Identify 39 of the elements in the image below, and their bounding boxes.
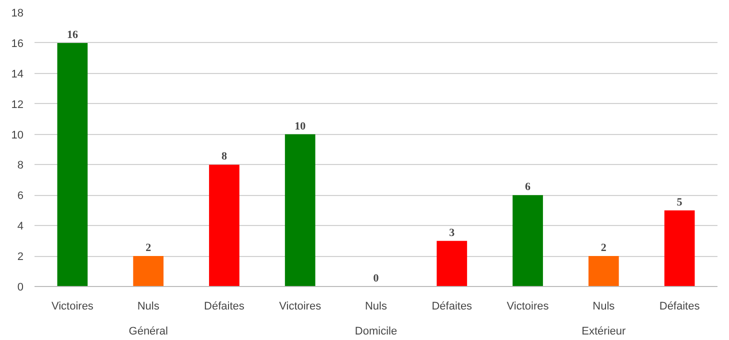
bar — [664, 210, 695, 286]
y-tick-label: 6 — [17, 190, 24, 202]
y-tick-label: 16 — [11, 38, 24, 50]
data-label: 0 — [373, 272, 380, 284]
text: Extérieur — [582, 326, 626, 338]
x-tick-label: Nuls — [137, 300, 160, 312]
bar — [588, 256, 619, 286]
x-tick-label: Nuls — [364, 300, 388, 312]
data-label: 3 — [449, 226, 456, 239]
bar — [209, 164, 240, 286]
x-tick-label: Victoires — [279, 300, 322, 312]
bar — [133, 256, 164, 286]
x-tick-label: Nuls — [592, 300, 616, 312]
bar — [284, 134, 316, 286]
x-tick-label: Victoires — [51, 300, 94, 312]
data-label: 6 — [525, 181, 532, 194]
data-label: 2 — [600, 242, 607, 254]
y-tick-label: 14 — [11, 68, 24, 80]
x-tick-label: Défaites — [659, 300, 700, 312]
text: Domicile — [354, 326, 398, 338]
y-tick-label: 2 — [17, 251, 24, 264]
y-tick-label: 4 — [17, 220, 24, 233]
y-tick-label: 12 — [11, 98, 24, 111]
bar — [57, 42, 88, 286]
y-tick-label: 10 — [11, 129, 24, 142]
data-label: 10 — [294, 120, 306, 132]
bar — [436, 240, 468, 286]
y-tick-label: 0 — [17, 282, 24, 294]
data-label: 5 — [676, 196, 683, 208]
x-tick-label: Défaites — [432, 300, 473, 312]
x-tick-label: Victoires — [506, 300, 550, 312]
x-tick-label: Défaites — [204, 300, 245, 312]
data-label: 2 — [146, 242, 152, 254]
y-tick-label: 8 — [17, 160, 24, 172]
y-tick-label: 18 — [11, 8, 24, 20]
text: Général — [128, 326, 168, 338]
data-label: 16 — [66, 28, 78, 41]
data-label: 8 — [221, 150, 228, 163]
bar — [512, 195, 543, 286]
